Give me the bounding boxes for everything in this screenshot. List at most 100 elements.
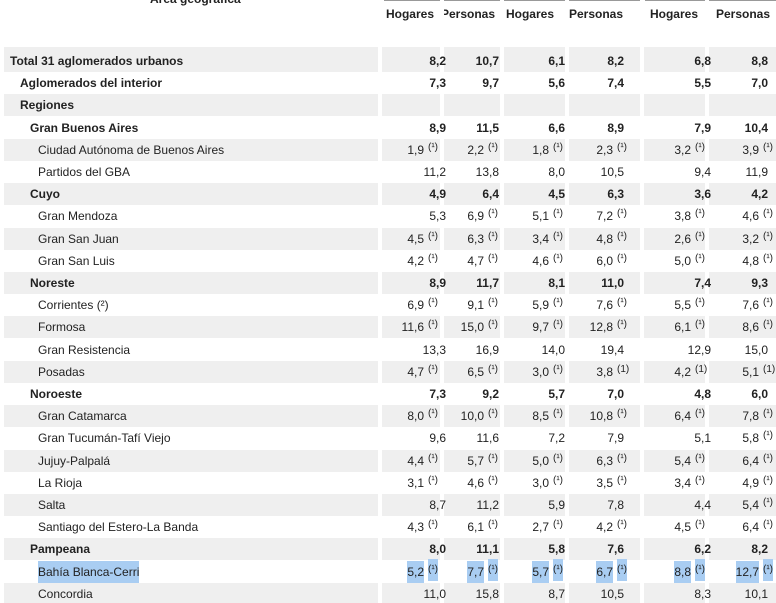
cell-note: (¹): [428, 230, 438, 242]
column-gap: [378, 0, 382, 603]
column-gap: [640, 0, 644, 603]
column-header: Hogares: [385, 7, 435, 21]
cell-note: (¹): [428, 519, 438, 531]
row-band: [4, 50, 776, 72]
row-label: Noroeste: [30, 387, 83, 401]
row-label: Gran Catamarca: [38, 409, 127, 424]
cell-value: 3,9: [742, 142, 759, 157]
row-label: Gran Mendoza: [38, 209, 118, 224]
row-label: Regiones: [20, 98, 75, 113]
cell-note: (¹): [617, 252, 627, 264]
cell-note: (¹): [488, 230, 498, 242]
cell-value: 10,5: [600, 165, 624, 179]
cell-value: 5,8: [742, 431, 759, 446]
column-header: Hogares: [505, 7, 555, 21]
cell-value: 15,8: [475, 586, 499, 601]
cell-value: 11,2: [423, 165, 446, 179]
row-band: [4, 272, 776, 294]
cell-value: 10,1: [744, 586, 768, 601]
cell-note: (¹): [763, 141, 773, 153]
row-band: [4, 360, 776, 383]
cell-note: (¹): [488, 408, 498, 420]
cell-note: (¹): [617, 208, 627, 220]
cell-value: 11,6: [401, 320, 424, 335]
cell-value: 7,9: [607, 431, 624, 446]
row-label: Gran Tucumán-Tafí Viejo: [38, 431, 171, 446]
row-label: Jujuy-Palpalá: [38, 453, 111, 468]
cell-value: 8,0: [548, 165, 565, 179]
cell-note: (¹): [695, 474, 705, 486]
cell-note: (¹): [553, 452, 563, 464]
group-rule: [502, 0, 640, 1]
cell-note: (¹): [695, 230, 705, 242]
cell-value: 5,6: [548, 76, 565, 91]
cell-value: 8,2: [429, 54, 446, 68]
cell-note: (¹): [428, 363, 438, 375]
cell-note: (1): [763, 363, 776, 375]
cell-value: 4,5: [548, 187, 565, 202]
row-label: Pampeana: [30, 542, 91, 557]
row-label: Santiago del Estero-La Banda: [38, 520, 199, 535]
cell-value: 3,8: [674, 209, 691, 224]
cell-value: 5,3: [429, 209, 446, 224]
cell-value: 4,2: [596, 520, 613, 535]
cell-value: 3,8: [596, 364, 613, 379]
cell-value: 6,1: [548, 54, 565, 68]
cell-note: (¹): [695, 408, 705, 420]
cell-value: 7,6: [596, 298, 613, 313]
cell-value: 11,7: [476, 276, 499, 290]
cell-note: (¹): [695, 141, 705, 153]
column-gap: [500, 0, 504, 603]
cell-value: 7,9: [694, 120, 711, 135]
cell-value: 6,4: [482, 187, 499, 202]
cell-value: 6,1: [674, 320, 691, 335]
cell-value: 5,9: [532, 298, 549, 313]
row-label: Gran San Juan: [38, 231, 119, 246]
cell-value: 5,0: [674, 253, 691, 268]
row-label: Ciudad Autónoma de Buenos Aires: [38, 142, 225, 157]
cell-note: (1): [695, 363, 708, 375]
cell-value: 5,5: [674, 298, 691, 313]
cell-value: 5,4: [674, 453, 691, 468]
cell-value: 4,6: [532, 253, 549, 268]
cell-note: (¹): [763, 452, 773, 464]
cell-value: 5,9: [548, 498, 565, 512]
row-label: Total 31 aglomerados urbanos: [10, 54, 184, 68]
cell-value: 7,6: [607, 542, 624, 557]
cell-value: 5,1: [694, 431, 711, 446]
cell-note: (¹): [763, 252, 773, 264]
row-label: Partidos del GBA: [38, 165, 131, 179]
cell-value: 6,2: [694, 542, 711, 557]
cell-note: (¹): [763, 497, 773, 508]
cell-note: (¹): [488, 363, 498, 375]
cell-value: 8,7: [548, 586, 565, 601]
cell-value: 6,5: [467, 364, 484, 379]
cell-value: 3,0: [532, 475, 549, 490]
cell-value: 5,0: [532, 453, 549, 468]
cell-value: 9,7: [532, 320, 549, 335]
row-label: Concordia: [38, 586, 93, 601]
group-rule: [645, 0, 776, 1]
cell-note: (¹): [763, 408, 773, 420]
cell-value: 8,6: [742, 320, 759, 335]
cell-note: (¹): [617, 297, 627, 309]
row-label: Bahía Blanca-Cerri: [38, 560, 140, 583]
cell-note: (¹): [617, 452, 627, 464]
cell-note: (¹): [553, 208, 563, 220]
cell-note: (¹): [695, 452, 705, 464]
cell-note: (¹): [488, 474, 498, 486]
cell-note: (¹): [488, 319, 498, 331]
row-label: La Rioja: [38, 475, 83, 490]
cell-value: 6,3: [607, 187, 624, 202]
row-band: [4, 94, 776, 117]
cell-value: 6,0: [596, 253, 613, 268]
row-band: [4, 138, 776, 161]
cell-value: 3,4: [674, 475, 691, 490]
cell-value: 13,3: [422, 342, 446, 357]
row-band: [4, 405, 776, 428]
cell-note: (¹): [695, 319, 705, 331]
cell-note: (¹): [428, 558, 438, 581]
cell-note: (¹): [763, 430, 773, 442]
cell-value: 12,9: [687, 342, 711, 357]
